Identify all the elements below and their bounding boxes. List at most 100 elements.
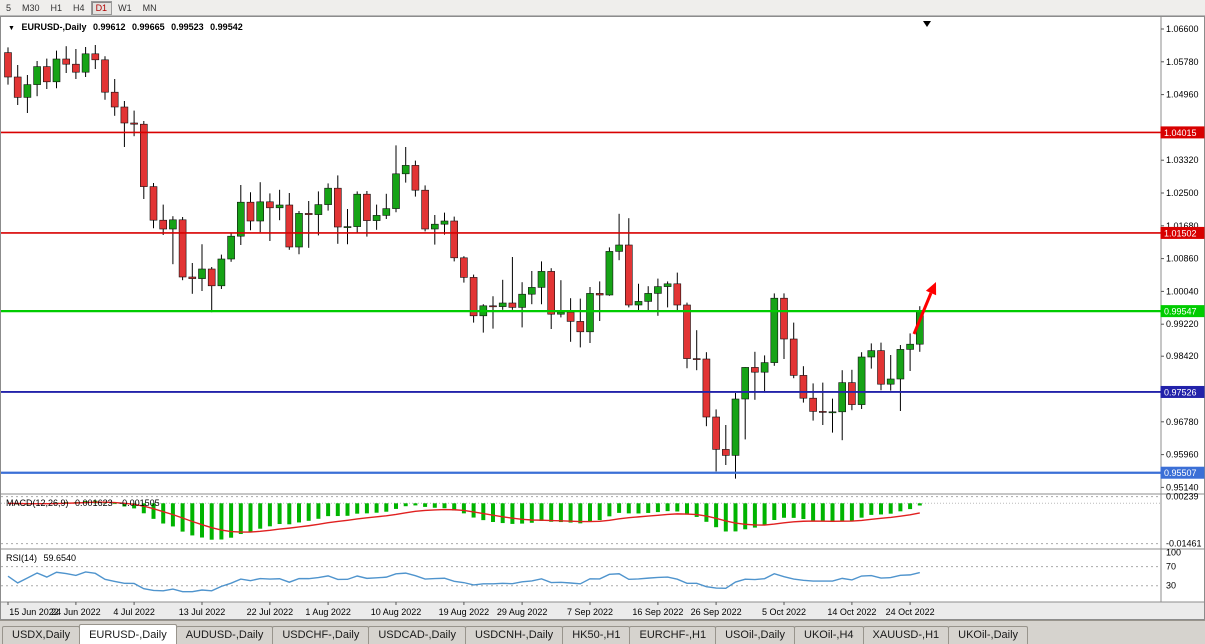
- rsi-axis-label: 100: [1166, 547, 1181, 557]
- up-arrow-head[interactable]: [925, 282, 937, 296]
- macd-axis-label: -0.01461: [1166, 539, 1202, 549]
- candle-body: [867, 350, 876, 358]
- candle-body: [227, 235, 235, 260]
- candle-body: [673, 283, 682, 306]
- candle-body: [896, 349, 905, 380]
- candle-body: [527, 287, 536, 295]
- chart-tab-ukoil-h4[interactable]: UKOil-,H4: [794, 626, 864, 644]
- price-badge-0.99547: [1160, 305, 1205, 318]
- price-tick-label: 1.05780: [1166, 57, 1199, 67]
- chart-tabs-bar: USDX,Daily EURUSD-,Daily AUDUSD-,Daily USDC…: [0, 620, 1205, 644]
- candle-body: [721, 449, 730, 456]
- candle-body: [72, 63, 80, 73]
- candle-body: [508, 302, 517, 308]
- candle-body: [489, 305, 497, 308]
- candle-body: [91, 53, 100, 61]
- chart-tab-eurusd-daily[interactable]: EURUSD-,Daily: [79, 624, 177, 644]
- timeframe-toolbar: 5 M30 H1 H4 D1 W1 MN: [0, 0, 1205, 16]
- scroll-marker-triangle[interactable]: [923, 21, 931, 27]
- candle-body: [760, 362, 769, 373]
- candle-body: [324, 187, 332, 205]
- candle-body: [81, 53, 90, 73]
- candle-body: [838, 382, 847, 413]
- price-tick-label: 1.06600: [1166, 24, 1199, 34]
- price-tick-label: 0.98420: [1166, 351, 1199, 361]
- candle-body: [605, 251, 614, 296]
- price-tick-label: 1.00040: [1166, 286, 1199, 296]
- candle-body: [663, 283, 672, 287]
- candle-body: [23, 84, 32, 98]
- candle-body: [333, 187, 342, 228]
- price-badge-label: 0.97526: [1164, 387, 1197, 397]
- candle-body: [363, 193, 371, 221]
- candle-body: [440, 220, 449, 225]
- chart-tab-usdchf-daily[interactable]: USDCHF-,Daily: [272, 626, 370, 644]
- price-tick-label: 1.03320: [1166, 155, 1199, 165]
- price-tick-label: 0.96780: [1166, 417, 1199, 427]
- timeframe-button-h4[interactable]: H4: [73, 2, 85, 13]
- up-arrow-shaft[interactable]: [912, 292, 933, 335]
- price-badge-label: 1.01502: [1164, 228, 1197, 238]
- chart-tab-usoil-daily[interactable]: USOil-,Daily: [715, 626, 796, 644]
- candle-body: [401, 165, 410, 175]
- date-tick-label: 19 Aug 2022: [439, 607, 490, 617]
- date-tick-label: 15 Jun 2022: [9, 607, 59, 617]
- date-tick-label: 13 Jul 2022: [179, 607, 226, 617]
- rsi-axis-label: 30: [1166, 581, 1176, 591]
- timeframe-button-w1[interactable]: W1: [118, 2, 132, 13]
- candle-body: [828, 411, 837, 414]
- candle-body: [33, 66, 41, 85]
- candle-body: [712, 416, 720, 450]
- candle-body: [469, 277, 478, 317]
- date-tick-label: 4 Jul 2022: [113, 607, 155, 617]
- date-tick-label: 14 Oct 2022: [827, 607, 876, 617]
- chart-tab-usdx-daily[interactable]: USDX,Daily: [2, 626, 81, 644]
- timeframe-button-mn[interactable]: MN: [142, 2, 157, 13]
- candle-body: [217, 258, 226, 287]
- candle-body: [4, 52, 12, 78]
- chart-tab-xauusd-h1[interactable]: XAUUSD-,H1: [862, 626, 950, 644]
- price-tick-label: 0.99220: [1166, 319, 1199, 329]
- timeframe-button-h1[interactable]: H1: [50, 2, 63, 13]
- candle-body: [198, 268, 206, 279]
- candle-body: [343, 226, 352, 228]
- timeframe-button-d1[interactable]: D1: [90, 0, 113, 15]
- date-tick-label: 26 Sep 2022: [691, 607, 742, 617]
- candle-body: [634, 301, 643, 306]
- macd-signal-line: [7, 501, 920, 533]
- rsi-axis-label: 70: [1166, 562, 1176, 572]
- candle-body: [130, 122, 138, 125]
- candle-body: [780, 297, 788, 340]
- timeframe-button-m30[interactable]: M30: [22, 2, 40, 13]
- price-tick-label: 1.04960: [1166, 90, 1199, 100]
- candle-body: [877, 350, 885, 385]
- price-badge-label: 1.04015: [1164, 128, 1197, 138]
- candle-body: [295, 213, 303, 248]
- candle-body: [566, 311, 575, 322]
- date-tick-label: 24 Oct 2022: [886, 607, 935, 617]
- price-chart-canvas[interactable]: 1.06600 1.05780 1.04960 1.03320 1.02500 1.016…: [0, 16, 1205, 620]
- candle-body: [101, 59, 109, 93]
- candle-body: [654, 286, 662, 294]
- chart-tab-usdcad-daily[interactable]: USDCAD-,Daily: [368, 626, 466, 644]
- candle-body: [615, 244, 623, 252]
- candle-body: [120, 106, 129, 124]
- date-tick-label: 5 Oct 2022: [762, 607, 806, 617]
- candle-body: [741, 367, 750, 400]
- price-tick-label: 1.02500: [1166, 188, 1199, 198]
- candle-body: [731, 398, 740, 456]
- candle-body: [595, 293, 604, 296]
- chart-tab-usdcnh-daily[interactable]: USDCNH-,Daily: [464, 626, 564, 644]
- timeframe-button-5[interactable]: 5: [6, 2, 12, 13]
- date-tick-label: 24 Jun 2022: [51, 607, 101, 617]
- price-tick-label: 1.01680: [1166, 221, 1199, 231]
- price-badge-label: 0.95507: [1164, 468, 1197, 478]
- chart-tab-eurchf-h1[interactable]: EURCHF-,H1: [629, 626, 717, 644]
- chart-tab-hk50-h1[interactable]: HK50-,H1: [562, 626, 631, 644]
- chart-tab-audusd-daily[interactable]: AUDUSD-,Daily: [175, 626, 274, 644]
- candle-body: [421, 189, 429, 230]
- chart-tab-ukoil-daily[interactable]: UKOil-,Daily: [948, 626, 1029, 644]
- candle-body: [285, 204, 294, 248]
- chart-window: 1.06600 1.05780 1.04960 1.03320 1.02500 1.016…: [0, 16, 1205, 620]
- date-tick-label: 16 Sep 2022: [632, 607, 683, 617]
